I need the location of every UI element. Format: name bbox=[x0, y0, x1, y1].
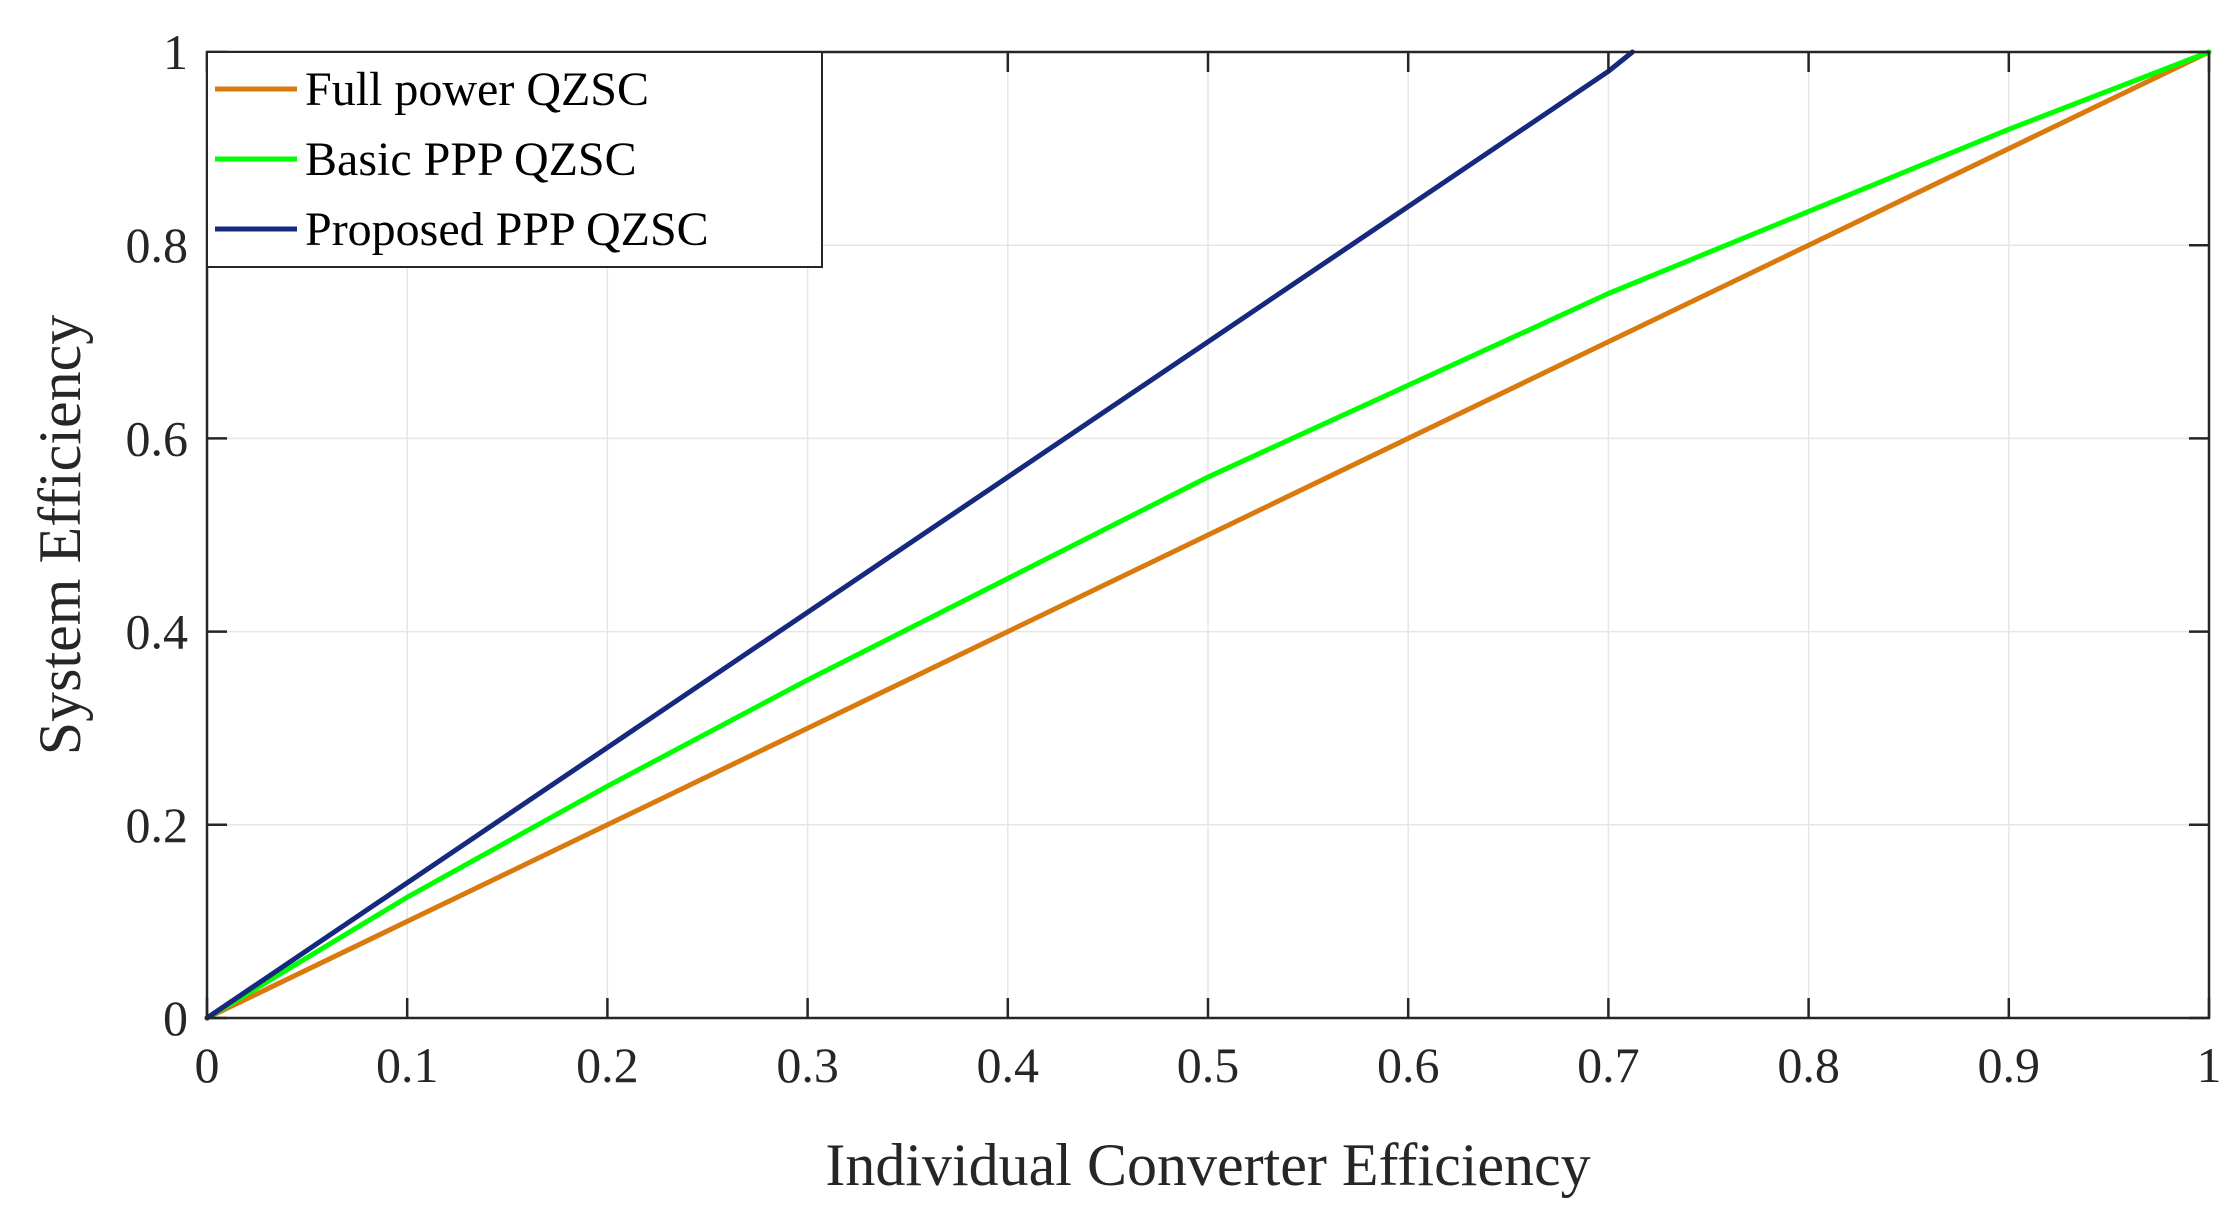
x-tick-label: 0.1 bbox=[376, 1037, 439, 1093]
y-tick-label: 0.4 bbox=[126, 604, 189, 660]
y-tick-label: 0 bbox=[163, 990, 188, 1046]
y-tick-labels: 0 0.2 0.4 0.6 0.8 1 bbox=[126, 24, 189, 1046]
legend-label-3: Proposed PPP QZSC bbox=[305, 203, 709, 256]
x-tick-label: 0.7 bbox=[1577, 1037, 1640, 1093]
x-tick-label: 0.5 bbox=[1177, 1037, 1240, 1093]
series-line-3 bbox=[204, 49, 1635, 1021]
y-tick-label: 0.6 bbox=[126, 410, 189, 466]
legend-label-1: Full power QZSC bbox=[305, 63, 649, 116]
x-tick-label: 0.3 bbox=[776, 1037, 839, 1093]
x-axis-label: Individual Converter Efficiency bbox=[825, 1132, 1590, 1198]
legend-box bbox=[206, 51, 823, 268]
y-tick-label: 0.2 bbox=[126, 797, 189, 853]
series-line-2 bbox=[204, 49, 2212, 1021]
x-tick-label: 0.9 bbox=[1978, 1037, 2041, 1093]
legend-label-2: Basic PPP QZSC bbox=[305, 133, 637, 186]
y-axis-label: System Efficiency bbox=[27, 315, 93, 755]
x-tick-label: 0.8 bbox=[1777, 1037, 1840, 1093]
x-tick-label: 0 bbox=[195, 1037, 220, 1093]
series-lines bbox=[204, 49, 2212, 1021]
x-tick-label: 0.2 bbox=[576, 1037, 639, 1093]
x-tick-labels: 0 0.1 0.2 0.3 0.4 0.5 0.6 0.7 0.8 0.9 1 bbox=[195, 1037, 2222, 1093]
x-tick-label: 1 bbox=[2197, 1037, 2222, 1093]
y-tick-label: 1 bbox=[163, 24, 188, 80]
x-tick-label: 0.4 bbox=[977, 1037, 1040, 1093]
series-line-1 bbox=[204, 49, 2212, 1021]
y-tick-label: 0.8 bbox=[126, 217, 189, 273]
legend: Full power QZSC Basic PPP QZSC Proposed PP… bbox=[206, 51, 823, 268]
x-tick-label: 0.6 bbox=[1377, 1037, 1440, 1093]
